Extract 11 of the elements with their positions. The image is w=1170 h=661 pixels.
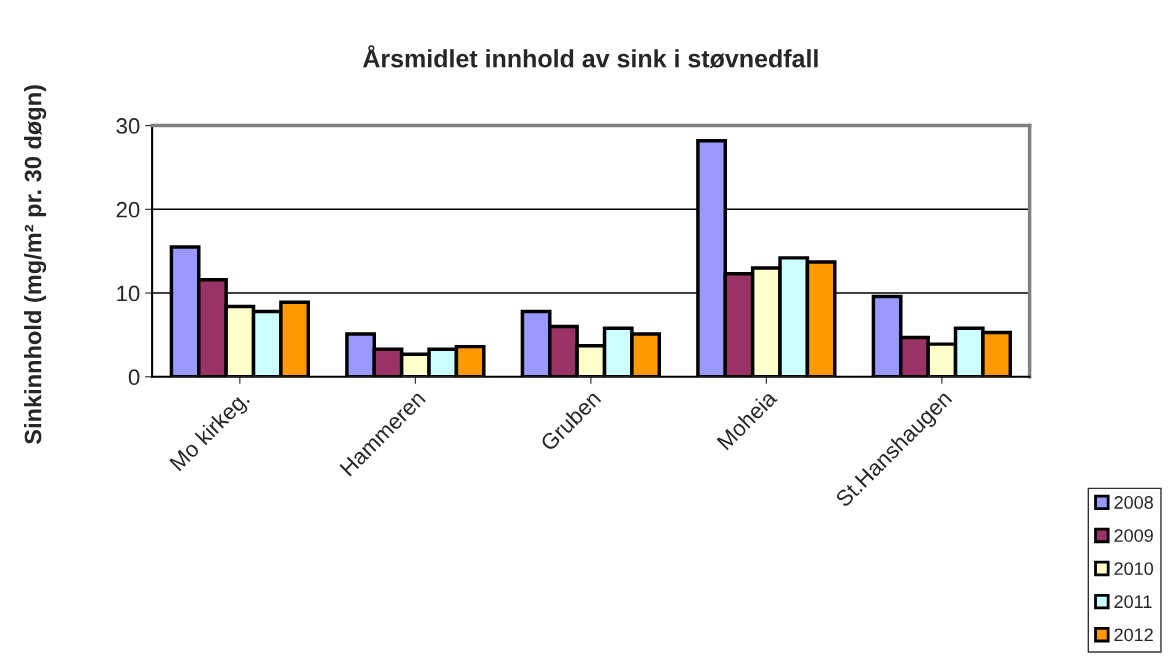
y-tick-label: 30 — [116, 118, 140, 134]
legend-label: 2009 — [1114, 529, 1153, 542]
legend-label: 2008 — [1114, 496, 1153, 509]
y-tick-label: 10 — [117, 285, 140, 302]
legend-label: 2012 — [1114, 628, 1153, 642]
y-tick-label: 0 — [128, 369, 140, 386]
legend-label: 2011 — [1114, 595, 1152, 609]
y-tick-label: 20 — [116, 201, 140, 218]
legend-label: 2010 — [1114, 562, 1154, 576]
chart-title: Årsmidlet innhold av sink i støvnedfall — [362, 45, 818, 68]
y-axis-title: Sinkinnhold (mg/m² pr. 30 døgn) — [24, 85, 47, 445]
